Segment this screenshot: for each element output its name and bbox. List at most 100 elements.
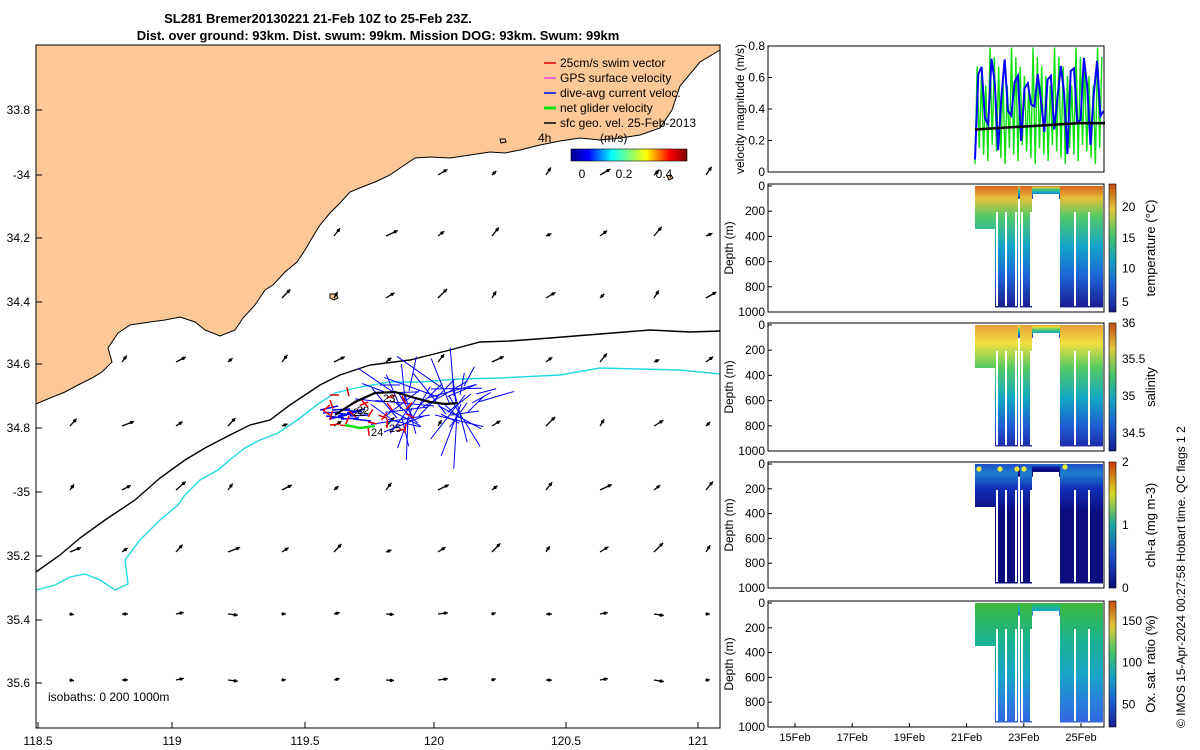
geo-vel-arrowhead [179, 545, 183, 549]
map-y-tick-label: 35.2 [7, 549, 31, 563]
profile-shallow-gap [975, 646, 995, 727]
dive-avg-series [974, 57, 1105, 160]
colorbar-tick-2: 0.4 [656, 167, 673, 181]
geo-vel-arrowhead [493, 485, 497, 490]
geo-arrows-layer [69, 166, 717, 683]
geo-vel-arrowhead [547, 233, 551, 237]
date-tick-label: 25Feb [1065, 732, 1096, 744]
profile-colorbar-tick: 0 [1122, 581, 1129, 595]
profile-gap [1030, 351, 1032, 445]
legend-item-geo: sfc geo. vel. 25-Feb-2013 [544, 116, 696, 130]
geo-vel-arrowhead [389, 678, 393, 682]
geo-vel-arrowhead [659, 420, 663, 424]
geo-vel-arrowhead [603, 677, 607, 681]
profile-y-tick-label: 600 [745, 531, 765, 545]
geo-vel-arrowhead [129, 420, 133, 425]
date-tick-label: 19Feb [894, 732, 925, 744]
profile-gap [1088, 351, 1090, 445]
geo-vel-arrowhead [709, 482, 713, 486]
legend-item-gps: GPS surface velocity [544, 71, 671, 85]
geo-vel-arrowhead [548, 482, 552, 487]
profile-y-tick-label: 0 [758, 318, 765, 332]
profile-gap [1030, 629, 1032, 721]
profile-y-tick-label: 1000 [738, 305, 765, 319]
legend-item-net: net glider velocity [544, 101, 653, 115]
chl-max-marker [976, 466, 982, 472]
profile-cast-block [1060, 464, 1103, 584]
net-velocity-series [974, 47, 1103, 165]
dive-avg-vector [471, 392, 491, 404]
isobath-1000m [35, 367, 721, 591]
profile-gap [1015, 212, 1017, 306]
colorbar-gradient [570, 148, 688, 162]
geo-vel-arrowhead [603, 611, 607, 615]
swim-vector [378, 414, 388, 419]
profile-frame [767, 322, 1105, 452]
geo-vel-arrowhead [73, 419, 77, 423]
geo-vel-arrowhead [546, 546, 550, 551]
legend-item-dive-avg: dive-avg current veloc. [544, 86, 681, 100]
svg-text:dive-avg current veloc.: dive-avg current veloc. [560, 86, 681, 100]
geo-vel-arrowhead [284, 547, 288, 551]
geo-vel-arrowhead [70, 485, 74, 489]
geo-vel-arrowhead [709, 356, 713, 360]
dive-avg-vector [459, 372, 465, 396]
geo-vel-arrowhead [235, 546, 239, 551]
geo-vel-arrowhead [658, 227, 662, 231]
geo-vel-arrowhead [491, 678, 495, 682]
profile-panel-1: 0 200 400 600 800 1000 Depth (m) 5 10 15 20 tempera… [722, 179, 1158, 319]
velocity-y-tick-label: 0.6 [748, 71, 765, 85]
geo-vel-arrowhead [179, 611, 183, 615]
profile-colorbar-tick: 100 [1122, 656, 1142, 670]
geo-vel-arrowhead [281, 612, 285, 616]
profile-data-gap [1033, 194, 1059, 312]
dive-avg-vector [331, 408, 351, 411]
dive-avg-vector [389, 398, 417, 434]
geo-vel-arrowhead [281, 678, 285, 682]
profile-colorbar-label: temperature (°C) [1143, 200, 1158, 297]
swim-vector [367, 426, 370, 437]
swim-vector [348, 410, 357, 418]
profile-ylabel: Depth (m) [722, 221, 736, 274]
swim-vector [322, 404, 331, 412]
geo-vel-arrowhead [659, 613, 663, 617]
dive-avg-vector [449, 402, 468, 428]
isobath-200m [35, 329, 721, 573]
map-y-tick-label: 34.4 [7, 295, 31, 309]
dive-avg-vector [447, 393, 472, 413]
dive-avg-vector [361, 383, 388, 394]
dive-avg-vector [416, 383, 443, 409]
profile-y-tick-label: 1000 [738, 720, 765, 734]
geo-vel-arrowhead [179, 677, 183, 681]
geo-vel-arrowhead [712, 291, 716, 296]
profile-gap [1015, 490, 1017, 582]
profile-gap [996, 490, 998, 582]
colorbar-tick-1: 0.2 [616, 167, 633, 181]
geo-vel-arrowhead [708, 167, 712, 171]
day-label-22a: 22 [357, 405, 369, 417]
profile-y-tick-label: 0 [758, 596, 765, 610]
geo-vel-arrowhead [69, 678, 73, 682]
dive-avg-vector [385, 418, 422, 428]
map-y-tick-label: -34 [13, 168, 31, 182]
dive-avg-vector [434, 414, 484, 428]
geo-vel-arrowhead [499, 356, 503, 360]
map-axes: 118.5 119 119.5 120 120.5 121 33.8 -34 34.2 34.4 3… [7, 103, 709, 748]
dive-avg-vector [389, 409, 421, 427]
swim-vector [367, 421, 377, 425]
chl-max-marker [1062, 464, 1068, 470]
geo-vel-arrowhead [181, 481, 186, 486]
profile-y-tick-label: 200 [745, 343, 765, 357]
geo-vel-arrowhead [659, 543, 663, 547]
geo-vel-arrowhead [603, 354, 607, 358]
profile-colorbar [1108, 322, 1117, 452]
geo-vel-arrowhead [123, 548, 127, 552]
dive-avg-vector [328, 414, 348, 420]
profile-data-gap [1033, 611, 1059, 727]
geo-vel-arrowhead [606, 168, 610, 173]
geo-vel-arrowhead [335, 611, 339, 615]
swim-vector [329, 399, 334, 409]
geo-vel-arrowhead [389, 612, 393, 616]
profile-gap [1030, 490, 1032, 582]
